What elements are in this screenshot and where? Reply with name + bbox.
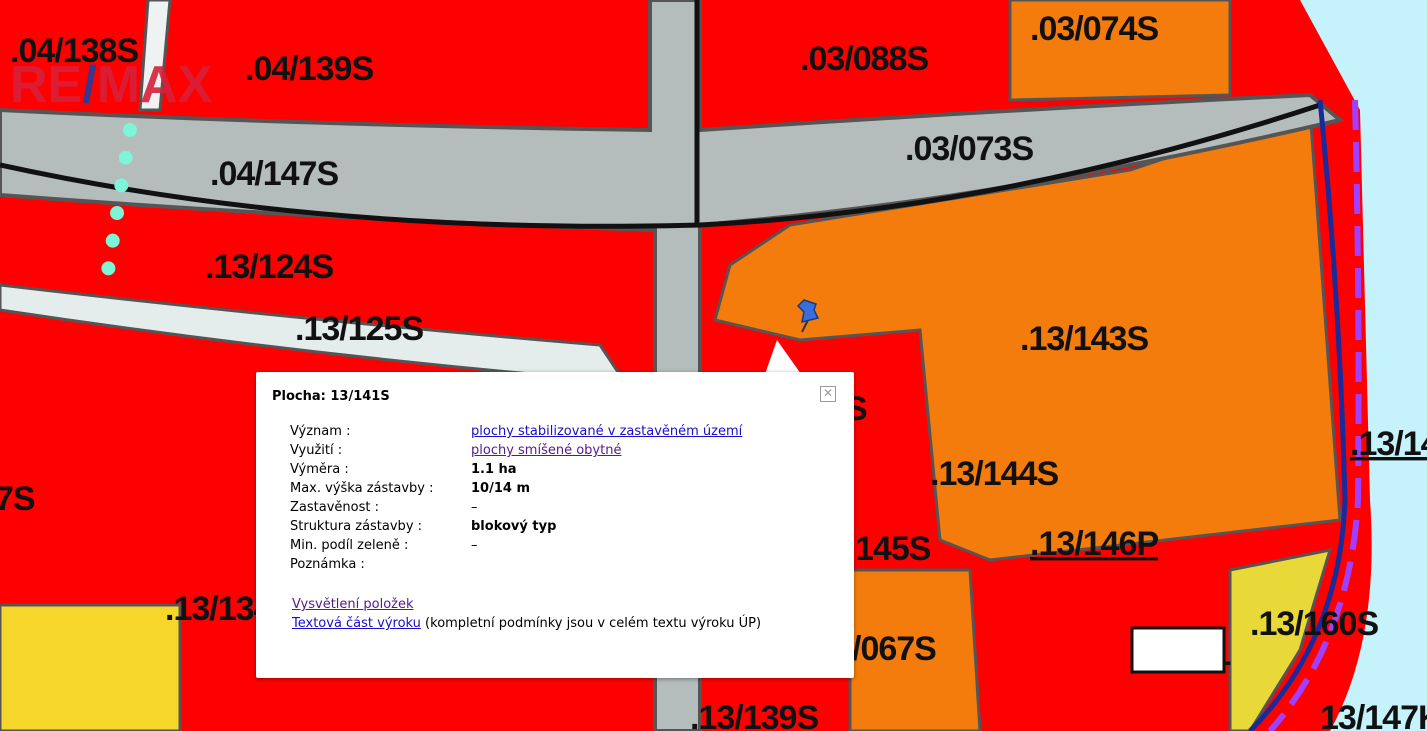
row-value: – xyxy=(471,538,478,553)
parcel-label: 145S xyxy=(855,530,931,568)
parcel-label: .03/074S xyxy=(1030,10,1158,48)
table-row: Struktura zástavby : blokový typ xyxy=(290,519,742,538)
parcel-label: .13/146P xyxy=(1030,525,1158,563)
boundary-line xyxy=(0,102,1321,229)
row-key: Výměra : xyxy=(290,462,349,477)
parcel-label: .04/147S xyxy=(210,155,338,193)
usage-link[interactable]: plochy smíšené obytné xyxy=(471,443,622,458)
parcel-label: .13/143S xyxy=(1020,320,1148,358)
parcel-label: .04/139S xyxy=(245,50,373,88)
river-area xyxy=(1300,0,1427,731)
parcel-label: 13/147K xyxy=(1320,699,1427,731)
row-key: Max. výška zástavby : xyxy=(290,481,434,496)
table-row: Poznámka : xyxy=(290,557,742,576)
row-value: blokový typ xyxy=(471,519,557,534)
table-row: Význam : plochy stabilizované v zastavěné… xyxy=(290,424,742,443)
meaning-link[interactable]: plochy stabilizované v zastavěném území xyxy=(471,424,743,439)
ur-61-box xyxy=(1130,626,1226,674)
parcel-label: .13/144S xyxy=(930,455,1058,493)
parcel-label: .03/073S xyxy=(905,130,1033,168)
row-key: Využití : xyxy=(290,443,343,458)
parcel-label: 7S xyxy=(0,480,35,518)
popup-title: Plocha: 13/141S xyxy=(272,389,390,404)
mixed-area xyxy=(1008,0,1232,102)
boundary-line xyxy=(1248,99,1348,731)
row-value: 1.1 ha xyxy=(471,462,517,477)
row-value: 10/14 m xyxy=(471,481,531,496)
parcel-label: /067S xyxy=(852,630,936,668)
text-note: (kompletní podmínky jsou v celém textu v… xyxy=(420,616,762,631)
table-row: Výměra : 1.1 ha xyxy=(290,462,742,481)
table-row: Max. výška zástavby : 10/14 m xyxy=(290,481,742,500)
parcel-label: .13/134 xyxy=(165,590,273,628)
dotted-path xyxy=(98,123,137,297)
yellow-area xyxy=(0,603,182,731)
parcel-label: .13/160S xyxy=(1250,605,1378,643)
close-icon[interactable]: ✕ xyxy=(820,386,836,402)
row-key: Poznámka : xyxy=(290,557,365,572)
table-row: Využití : plochy smíšené obytné xyxy=(290,443,742,462)
row-key: Význam : xyxy=(290,424,351,439)
parcel-label: .13/139S xyxy=(690,699,818,731)
parcel-label: .13/125S xyxy=(295,310,423,348)
popup-links: Vysvětlení položek Textová část výroku (… xyxy=(292,595,761,633)
street xyxy=(138,0,172,112)
parcel-label: .04/138S xyxy=(10,32,138,70)
row-value xyxy=(471,557,742,576)
row-key: Min. podíl zeleně : xyxy=(290,538,409,553)
explain-items-link[interactable]: Vysvětlení položek xyxy=(292,597,414,612)
info-popup: Plocha: 13/141S ✕ Význam : plochy stabili… xyxy=(256,372,854,678)
table-row: Zastavěnost : – xyxy=(290,500,742,519)
text-part-link[interactable]: Textová část výroku xyxy=(292,616,421,631)
remax-watermark: RE/MAX xyxy=(10,56,213,114)
mixed-area xyxy=(713,107,1342,562)
attribute-table: Význam : plochy stabilizované v zastavěné… xyxy=(290,424,742,576)
parcel-label: .13/124S xyxy=(205,248,333,286)
row-key: Zastavěnost : xyxy=(290,500,379,515)
yellow-area xyxy=(1228,548,1333,731)
pushpin-icon[interactable] xyxy=(796,299,820,333)
table-row: Min. podíl zeleně : – xyxy=(290,538,742,557)
popup-pointer xyxy=(765,340,801,374)
parcel-label: .03/088S xyxy=(800,40,928,78)
boundary-line xyxy=(1267,99,1362,731)
row-key: Struktura zástavby : xyxy=(290,519,423,534)
row-value: – xyxy=(471,500,478,515)
parcel-label: .13/14 xyxy=(1350,425,1427,463)
